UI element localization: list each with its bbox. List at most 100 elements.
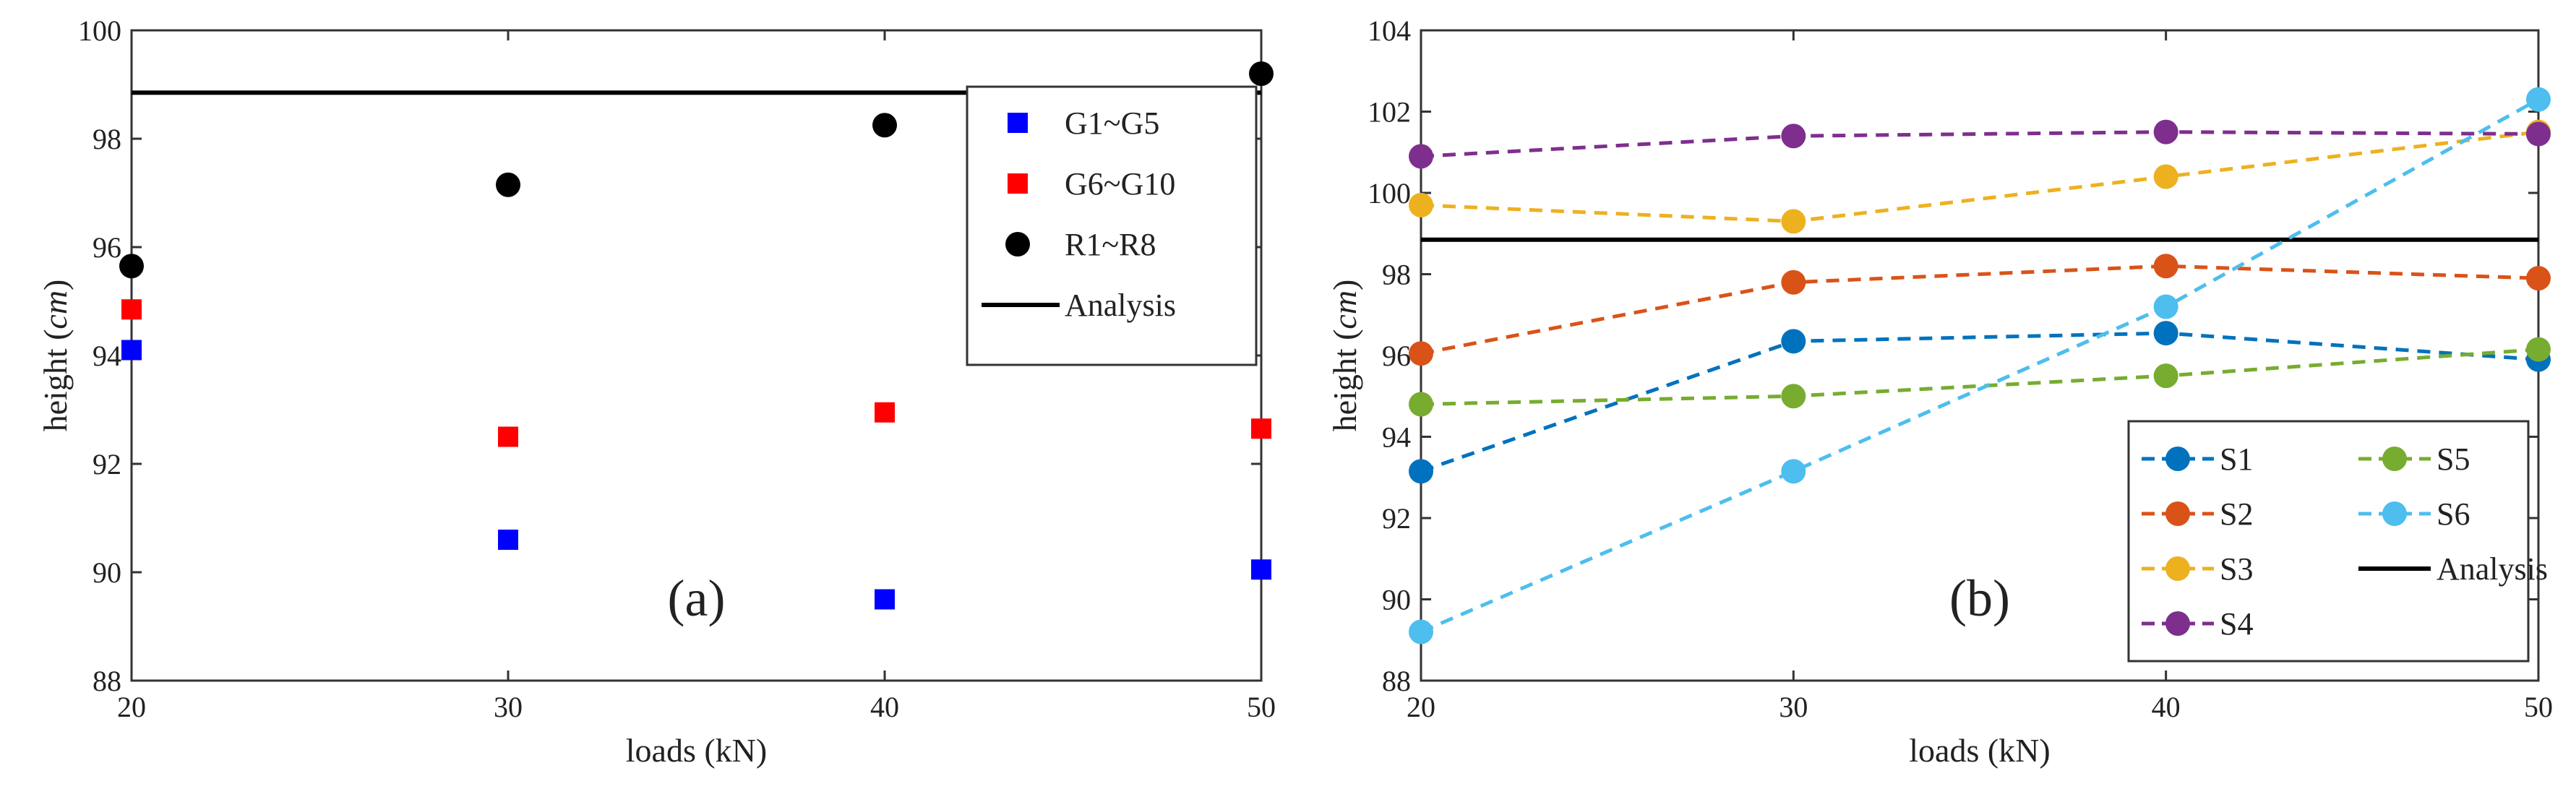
y-axis-label-unit: cm <box>1326 290 1363 329</box>
data-point-S2 <box>1409 341 1433 366</box>
series-line-S2 <box>1420 264 2539 355</box>
legend-label: R1~R8 <box>1065 227 1156 262</box>
legend-swatch <box>1008 113 1028 133</box>
y-axis-label-text: height ( <box>37 329 74 432</box>
x-tick-label: 30 <box>1779 691 1808 723</box>
data-point-S6 <box>2153 294 2178 319</box>
data-point-R1~R8 <box>119 254 144 279</box>
y-axis-label-unit: cm <box>37 290 74 329</box>
data-point-S5 <box>2526 337 2551 362</box>
data-point-S4 <box>1409 144 1433 169</box>
data-point-S4 <box>2526 121 2551 147</box>
panel-label: (b) <box>1949 569 2010 627</box>
y-tick-label: 96 <box>1382 340 1411 372</box>
data-point-S3 <box>2153 164 2178 189</box>
data-point-S1 <box>1781 329 1806 354</box>
data-point-R1~R8 <box>496 172 520 197</box>
legend-label: Analysis <box>2437 551 2548 587</box>
y-tick-label: 88 <box>1382 665 1411 697</box>
x-tick-label: 30 <box>494 691 523 723</box>
data-point-S6 <box>1781 459 1806 484</box>
y-tick-label: 90 <box>93 556 121 589</box>
data-point-S3 <box>1781 209 1806 234</box>
legend-box <box>2127 420 2530 663</box>
data-point-R1~R8 <box>872 113 897 138</box>
x-tick-label: 20 <box>117 691 146 723</box>
legend-swatch <box>2165 501 2190 526</box>
y-axis-label: height (cm) <box>1326 280 1363 432</box>
data-point-S6 <box>2526 87 2551 112</box>
data-point-S4 <box>2153 119 2178 145</box>
series-line-S1 <box>1420 331 2539 473</box>
y-tick-label: 92 <box>93 448 121 480</box>
legend-swatch <box>1005 232 1030 256</box>
chart-panel-a: 20 30 40 50 88 90 92 94 96 98 100 loads (kN) height … <box>37 14 1276 769</box>
series-line-S6 <box>1420 98 2540 634</box>
legend-swatch <box>2165 611 2190 636</box>
legend-swatch <box>2165 556 2190 581</box>
data-point-G1~G5 <box>1251 559 1271 580</box>
y-tick-label: 104 <box>1368 14 1411 47</box>
x-tick-label: 40 <box>870 691 899 723</box>
x-tick-label: 50 <box>1247 691 1276 723</box>
data-point-S1 <box>1409 459 1433 484</box>
y-tick-label: 100 <box>1368 177 1411 210</box>
y-axis-label-close: ) <box>1326 280 1363 290</box>
x-axis-label: loads (kN) <box>626 732 767 769</box>
legend-label: Analysis <box>1065 288 1176 323</box>
data-point-G6~G10 <box>875 402 895 423</box>
legend: G1~G5 G6~G10 R1~R8 Analysis <box>966 85 1258 366</box>
data-point-S5 <box>2153 363 2178 389</box>
y-tick-label: 98 <box>93 123 121 155</box>
y-tick-label: 102 <box>1368 96 1411 129</box>
x-tick-label: 50 <box>2524 691 2553 723</box>
chart-panel-b: 20 30 40 50 88 90 92 94 96 98 100 102 104 loads (kN) h… <box>1326 14 2553 769</box>
x-tick-label: 20 <box>1407 691 1435 723</box>
data-point-G1~G5 <box>498 530 518 550</box>
data-point-G6~G10 <box>498 426 518 447</box>
data-point-S4 <box>1781 124 1806 149</box>
legend-swatch <box>2382 501 2407 526</box>
data-point-G1~G5 <box>121 340 142 361</box>
y-axis-label: height (cm) <box>37 280 74 432</box>
legend: S1 S5 S2 S6 S3 Analysis S4 <box>2127 420 2548 663</box>
y-tick-label: 96 <box>93 231 121 264</box>
panel-label: (a) <box>668 569 726 627</box>
data-point-S6 <box>1409 619 1433 644</box>
legend-label: S1 <box>2220 441 2253 477</box>
y-axis-label-close: ) <box>37 280 74 290</box>
legend-box <box>966 85 1258 366</box>
series-line-S5 <box>1420 348 2539 406</box>
x-axis-label: loads (kN) <box>1909 732 2050 769</box>
y-tick-label: 90 <box>1382 584 1411 616</box>
y-tick-label: 94 <box>1382 421 1411 454</box>
data-point-S2 <box>2526 266 2551 291</box>
legend-label: S4 <box>2220 606 2253 642</box>
data-point-G6~G10 <box>121 299 142 320</box>
legend-swatch <box>2382 447 2407 471</box>
legend-swatch <box>1008 173 1028 194</box>
legend-swatch <box>2165 447 2190 471</box>
y-tick-label: 92 <box>1382 502 1411 535</box>
data-point-S2 <box>1781 270 1806 295</box>
data-point-S1 <box>2153 321 2178 346</box>
y-axis-label-text: height ( <box>1326 329 1363 432</box>
series-line-S3 <box>1420 130 2539 223</box>
legend-label: S5 <box>2437 441 2470 477</box>
legend-label: S6 <box>2437 496 2470 532</box>
y-tick-label: 88 <box>93 665 121 697</box>
y-tick-label: 98 <box>1382 259 1411 291</box>
data-point-S5 <box>1409 392 1433 417</box>
legend-label: S3 <box>2220 551 2253 587</box>
data-point-G6~G10 <box>1251 418 1271 439</box>
legend-label: G6~G10 <box>1065 166 1175 202</box>
y-tick-label: 100 <box>78 14 121 47</box>
legend-label: S2 <box>2220 496 2253 532</box>
legend-label: G1~G5 <box>1065 105 1159 141</box>
data-point-S3 <box>1409 192 1433 217</box>
data-point-S5 <box>1781 384 1806 409</box>
data-point-S2 <box>2153 254 2178 279</box>
x-tick-label: 40 <box>2152 691 2181 723</box>
data-point-G1~G5 <box>875 589 895 610</box>
